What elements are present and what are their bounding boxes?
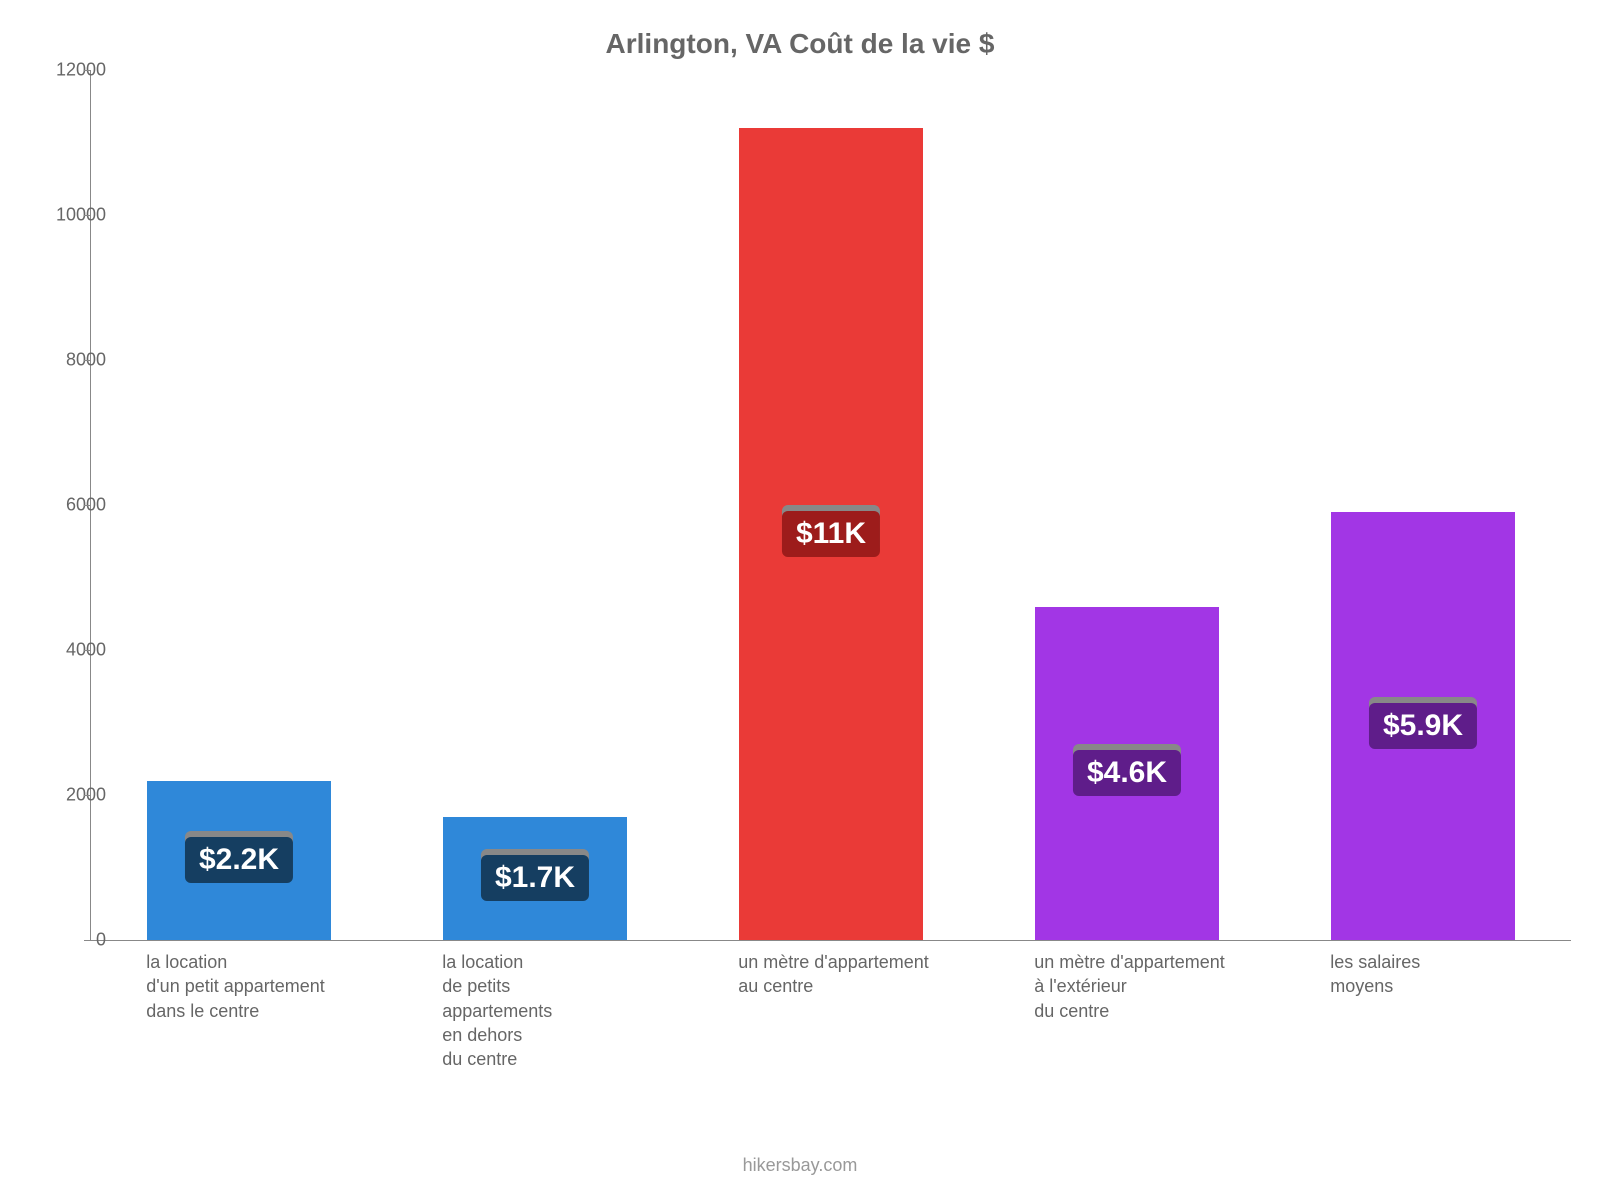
y-tick-mark [84,70,90,71]
y-tick-mark [84,215,90,216]
chart-title: Arlington, VA Coût de la vie $ [0,28,1600,60]
y-tick-label: 2000 [26,785,106,806]
bar-value-label: $11K [782,511,880,557]
x-axis-label: un mètre d'appartement à l'extérieur du … [1034,950,1258,1023]
bar-value-label: $1.7K [481,855,589,901]
bar-slot: $1.7K [443,817,627,940]
plot-area: $2.2K $1.7K $11K $4.6K $5.9K [90,70,1571,941]
y-tick-mark [84,795,90,796]
x-axis-label: un mètre d'appartement au centre [738,950,962,999]
y-tick-label: 12000 [26,60,106,81]
y-tick-mark [84,650,90,651]
x-axis-label: la location d'un petit appartement dans … [146,950,370,1023]
y-tick-label: 4000 [26,640,106,661]
y-tick-mark [84,360,90,361]
bar-value-label: $4.6K [1073,750,1181,796]
bar-value-label: $2.2K [185,837,293,883]
bar-value-label: $5.9K [1369,703,1477,749]
bar: $5.9K [1331,512,1515,940]
bar: $2.2K [147,781,331,941]
y-tick-label: 0 [26,930,106,951]
bar-slot: $11K [739,128,923,940]
footer-credit: hikersbay.com [0,1155,1600,1176]
chart-container: Arlington, VA Coût de la vie $ $2.2K $1.7… [0,0,1600,1200]
x-axis-label: la location de petits appartements en de… [442,950,666,1071]
bar-slot: $5.9K [1331,512,1515,940]
y-tick-mark [84,940,90,941]
bar: $1.7K [443,817,627,940]
y-tick-label: 6000 [26,495,106,516]
bar: $11K [739,128,923,940]
y-tick-mark [84,505,90,506]
bar-slot: $2.2K [147,781,331,941]
bar: $4.6K [1035,607,1219,941]
y-tick-label: 8000 [26,350,106,371]
y-tick-label: 10000 [26,205,106,226]
x-axis-label: les salaires moyens [1330,950,1554,999]
bar-slot: $4.6K [1035,607,1219,941]
